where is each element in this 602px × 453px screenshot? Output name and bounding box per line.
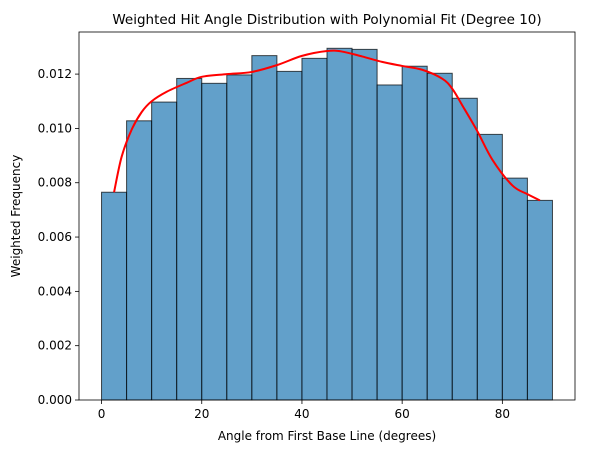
x-tick-label: 0 xyxy=(98,407,106,421)
histogram-bar xyxy=(226,74,253,401)
histogram-bar xyxy=(176,77,203,401)
histogram-bar xyxy=(126,120,153,401)
x-axis-ticks: 0 20 40 60 80 xyxy=(98,400,510,421)
histogram-bar xyxy=(351,48,378,401)
x-tick-label: 20 xyxy=(194,407,209,421)
y-axis-label: Weighted Frequency xyxy=(9,155,23,278)
x-axis-label: Angle from First Base Line (degrees) xyxy=(218,429,436,443)
x-tick-label: 60 xyxy=(395,407,410,421)
y-tick-label: 0.008 xyxy=(38,176,72,190)
y-tick-label: 0.012 xyxy=(38,67,72,81)
histogram-bar xyxy=(301,57,328,401)
histogram-bar xyxy=(251,55,278,401)
histogram-bar xyxy=(526,199,553,401)
histogram-bar xyxy=(151,101,178,401)
bars-group xyxy=(101,47,553,401)
y-axis-ticks: 0.000 0.002 0.004 0.006 0.008 0.010 0.012 xyxy=(38,67,79,407)
histogram-bar xyxy=(426,72,453,401)
histogram-bar xyxy=(101,191,128,401)
polynomial-fit-line xyxy=(113,49,541,202)
plot-frame xyxy=(78,31,576,401)
x-tick-label: 40 xyxy=(294,407,309,421)
histogram-bar xyxy=(201,82,228,401)
histogram-bar xyxy=(501,177,528,401)
y-tick-label: 0.002 xyxy=(38,339,72,353)
histogram-bar xyxy=(276,70,303,401)
x-tick-label: 80 xyxy=(495,407,510,421)
y-tick-label: 0.010 xyxy=(38,121,72,135)
histogram-bar xyxy=(401,65,428,401)
y-tick-label: 0.004 xyxy=(38,284,72,298)
histogram-bar xyxy=(326,47,353,401)
histogram-bar xyxy=(451,97,478,401)
y-tick-label: 0.000 xyxy=(38,393,72,407)
histogram-bar xyxy=(476,133,503,401)
y-tick-label: 0.006 xyxy=(38,230,72,244)
chart-title: Weighted Hit Angle Distribution with Pol… xyxy=(112,12,541,28)
histogram-bar xyxy=(376,84,403,401)
